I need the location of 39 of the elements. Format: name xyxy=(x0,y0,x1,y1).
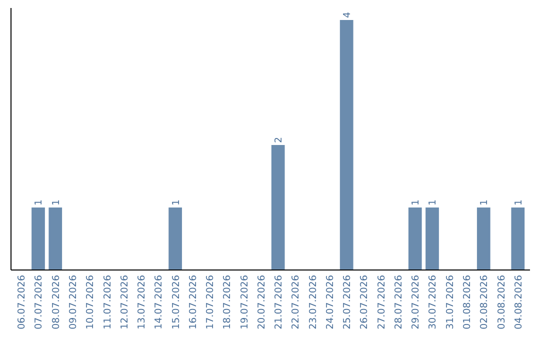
data-label: 1 xyxy=(34,199,45,206)
data-label: 1 xyxy=(513,199,524,206)
x-tick-label: 27.07.2026 xyxy=(376,275,388,330)
data-label: 1 xyxy=(170,199,182,206)
x-tick-label: 22.07.2026 xyxy=(290,275,302,330)
x-tick-label: 06.07.2026 xyxy=(16,275,28,330)
x-tick-label: 31.07.2026 xyxy=(444,275,456,330)
x-tick-label: 08.07.2026 xyxy=(50,275,62,330)
x-tick-label: 10.07.2026 xyxy=(85,275,96,330)
x-tick-label: 30.07.2026 xyxy=(428,275,439,330)
data-label: 2 xyxy=(274,136,285,143)
x-tick-label: 16.07.2026 xyxy=(188,275,199,330)
x-tick-label: 29.07.2026 xyxy=(410,275,422,330)
x-tick-label: 17.07.2026 xyxy=(205,275,216,330)
x-tick-label: 15.07.2026 xyxy=(170,275,182,330)
x-tick-label: 14.07.2026 xyxy=(154,275,165,330)
x-tick-label: 19.07.2026 xyxy=(239,275,250,330)
x-tick-label: 24.07.2026 xyxy=(324,275,336,330)
data-label: 1 xyxy=(428,199,439,206)
x-tick-label: 02.08.2026 xyxy=(479,275,490,330)
x-tick-label: 21.07.2026 xyxy=(274,275,285,330)
x-tick-label: 03.08.2026 xyxy=(496,275,508,330)
x-tick-label: 20.07.2026 xyxy=(256,275,268,330)
x-tick-label: 25.07.2026 xyxy=(342,275,354,330)
data-label: 1 xyxy=(410,199,422,206)
x-tick-label: 01.08.2026 xyxy=(462,275,473,330)
x-tick-label: 11.07.2026 xyxy=(102,275,114,330)
x-tick-label: 18.07.2026 xyxy=(222,275,234,330)
x-tick-label: 23.07.2026 xyxy=(308,275,319,330)
data-label: 1 xyxy=(479,199,490,206)
data-label: 1 xyxy=(50,199,62,206)
x-tick-label: 04.08.2026 xyxy=(513,275,524,330)
x-tick-label: 09.07.2026 xyxy=(68,275,79,330)
x-tick-label: 13.07.2026 xyxy=(136,275,148,330)
data-label: 4 xyxy=(342,12,354,18)
x-tick-label: 07.07.2026 xyxy=(34,275,45,330)
x-tick-label: 26.07.2026 xyxy=(359,275,370,330)
x-tick-label: 12.07.2026 xyxy=(119,275,130,330)
x-tick-label: 28.07.2026 xyxy=(393,275,404,330)
